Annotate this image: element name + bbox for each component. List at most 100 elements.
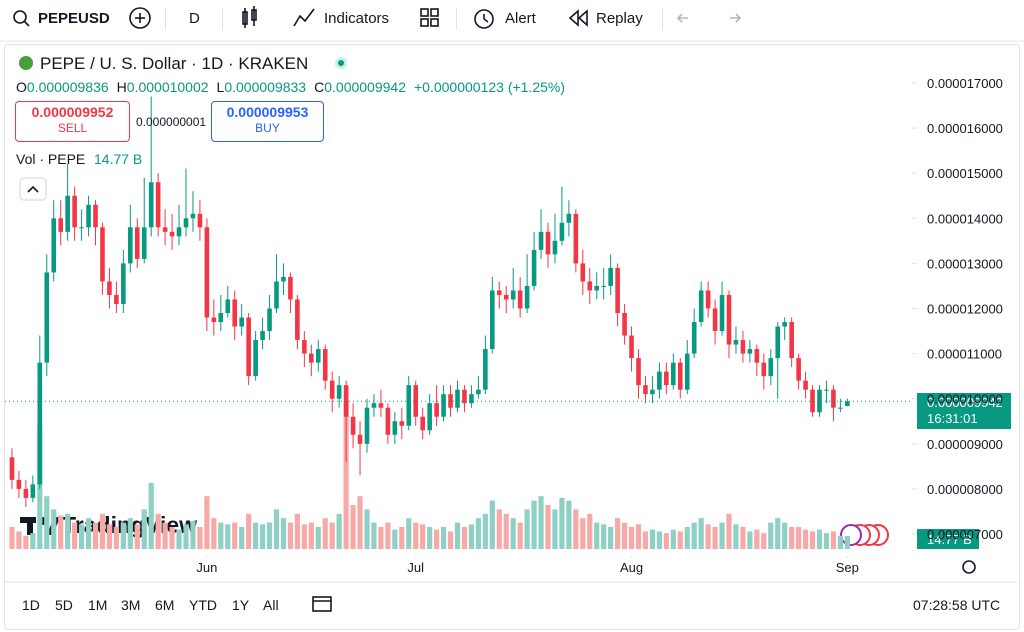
volume-bar: [698, 518, 704, 549]
volume-bar: [246, 513, 252, 549]
candle-body: [350, 416, 356, 435]
volume-bar: [99, 513, 106, 549]
candle-body: [517, 290, 523, 309]
candle-body: [538, 231, 544, 250]
candle-body: [789, 322, 794, 359]
range-button[interactable]: YTD: [189, 597, 217, 613]
ohlc-value: 0.000010002: [126, 79, 209, 95]
candle-body: [559, 222, 565, 241]
separator: [165, 8, 166, 30]
volume-bar: [85, 518, 92, 549]
volume-value: 14.77 B: [94, 151, 143, 167]
volume-bar: [789, 527, 795, 549]
range-button[interactable]: 1D: [22, 597, 40, 613]
volume-bar: [496, 509, 502, 549]
volume-bar: [830, 531, 837, 549]
price-badge-countdown: 16:31:01: [927, 411, 978, 426]
volume-bar: [691, 522, 697, 549]
candle-body: [121, 263, 126, 304]
alert-button[interactable]: Alert: [505, 10, 536, 27]
candle-body: [490, 290, 495, 350]
buy-label: BUY: [255, 121, 280, 135]
volume-bar: [663, 533, 669, 549]
sell-button[interactable]: 0.000009952 SELL: [15, 101, 130, 142]
range-button[interactable]: 1M: [88, 597, 108, 613]
candle-body: [100, 227, 105, 282]
volume-bar: [594, 522, 600, 549]
volume-bar: [559, 497, 565, 549]
candle-body: [747, 349, 753, 354]
volume-bar: [677, 531, 683, 549]
interval[interactable]: D: [189, 10, 200, 27]
candle-body: [503, 294, 509, 300]
volume-bar: [754, 529, 760, 549]
volume-bar: [92, 522, 99, 549]
volume-bar: [837, 535, 843, 549]
volume-bar: [308, 522, 314, 549]
range-button[interactable]: 5D: [55, 597, 73, 613]
candle-body: [469, 394, 474, 404]
candle-body: [810, 389, 815, 413]
volume-bar: [259, 524, 266, 549]
range-button[interactable]: 6M: [155, 597, 175, 613]
range-button[interactable]: All: [263, 597, 279, 613]
candle-body: [691, 322, 697, 354]
candle-body: [427, 403, 432, 431]
candle-body: [16, 479, 22, 489]
candle-body: [128, 227, 133, 264]
legend-title: PEPE / U. S. Dollar · 1D · KRAKEN: [40, 54, 309, 73]
candle-body: [462, 389, 467, 404]
candle-body: [684, 353, 690, 390]
range-button[interactable]: 3M: [121, 597, 141, 613]
candle-body: [803, 380, 808, 390]
volume-bar: [399, 527, 405, 549]
candle-body: [573, 213, 579, 264]
symbol[interactable]: PEPEUSD: [38, 10, 110, 27]
candle-body: [740, 340, 746, 354]
volume-bar: [78, 524, 85, 549]
candle-body: [657, 371, 662, 390]
ohlc-change: +0.000000123 (+1.25%): [414, 79, 566, 95]
replay-button[interactable]: Replay: [596, 10, 643, 27]
y-tick-label: 0.000017000: [927, 76, 1003, 91]
range-button[interactable]: 1Y: [232, 597, 250, 613]
candle-body: [545, 231, 551, 255]
candle-body: [671, 362, 676, 386]
volume-bar: [378, 527, 384, 549]
candle-body: [93, 204, 98, 228]
candle-body: [315, 349, 321, 363]
volume-bar: [601, 524, 607, 549]
volume-bar: [615, 518, 621, 549]
indicators-button[interactable]: Indicators: [324, 10, 390, 27]
volume-bar: [761, 533, 767, 549]
candle-body: [72, 195, 77, 228]
candle-body: [441, 394, 446, 417]
volume-bar: [461, 527, 468, 549]
volume-bar: [705, 524, 711, 549]
ohlc-value: 0.000009836: [26, 79, 109, 95]
volume-bar: [65, 513, 71, 549]
volume-bar: [218, 522, 224, 549]
candle-body: [357, 434, 363, 444]
buy-button[interactable]: 0.000009953 BUY: [211, 101, 324, 142]
y-tick-label: 0.000010000: [927, 392, 1003, 407]
chart-panel: [4, 44, 1020, 630]
candle-body: [190, 213, 196, 219]
candle-body: [267, 308, 272, 332]
toolbar-icons: [13, 6, 976, 612]
volume-bar: [253, 522, 259, 549]
ohlc-value: 0.000009942: [324, 79, 406, 95]
candle-body: [524, 285, 530, 309]
candle-body: [134, 227, 140, 259]
candle-body: [650, 389, 655, 395]
volume-bar: [670, 529, 676, 549]
candle-body: [761, 362, 767, 377]
volume-bar: [406, 518, 412, 549]
candle-body: [30, 484, 36, 498]
candle-body: [253, 340, 258, 377]
candle-body: [197, 213, 203, 228]
volume-bar: [796, 527, 802, 549]
y-tick-label: 0.000013000: [927, 256, 1003, 271]
volume-bar: [573, 509, 579, 549]
candle-body: [726, 294, 732, 345]
